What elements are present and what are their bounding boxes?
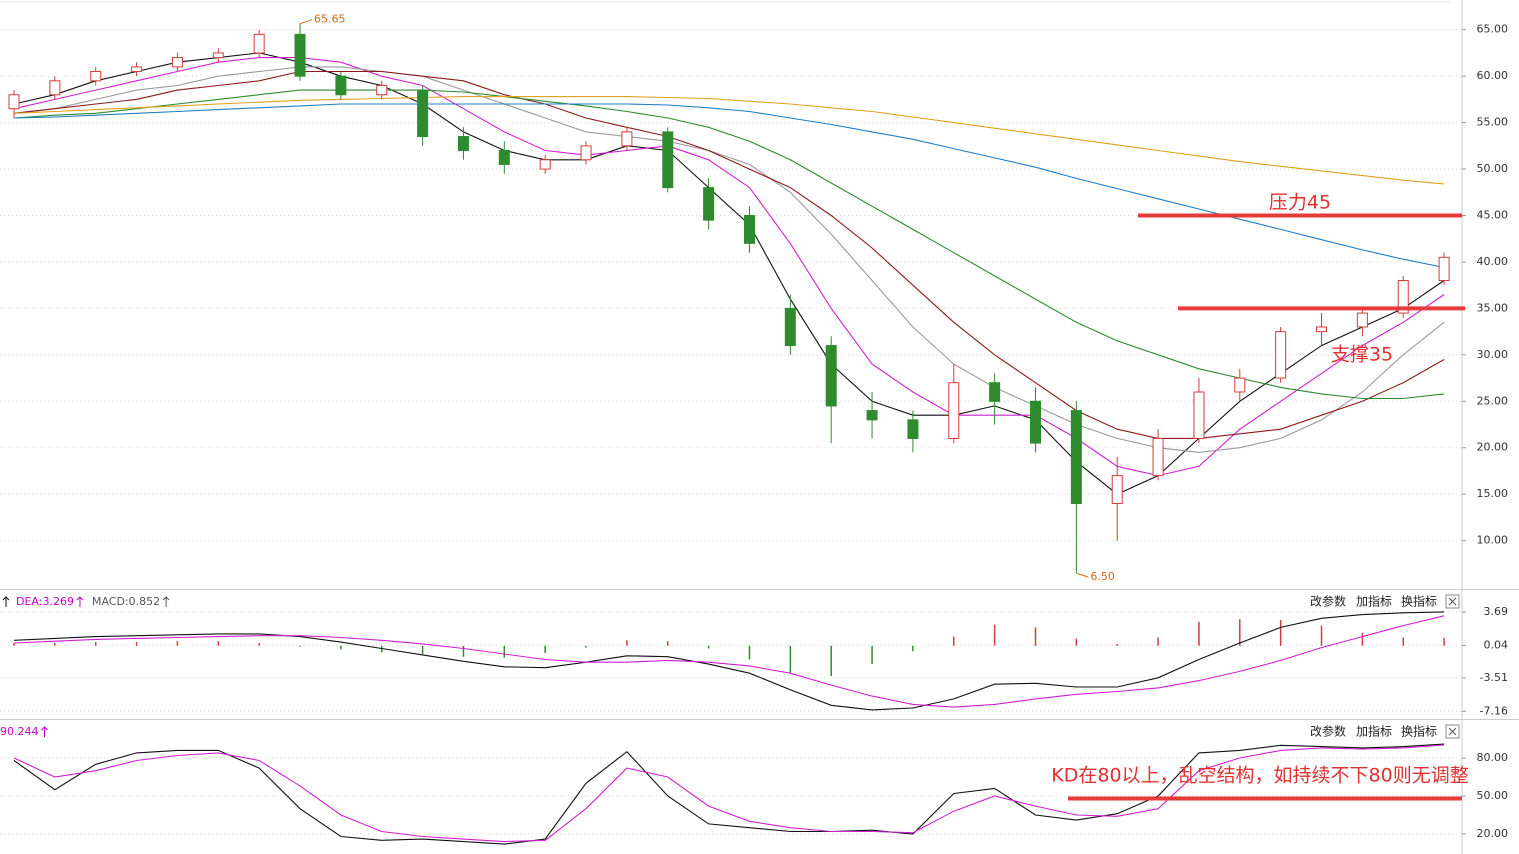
annotation-text: 支撑35 [1331, 344, 1393, 366]
indicator-button[interactable]: 换指标 [1401, 594, 1437, 609]
candle-body [498, 149, 510, 165]
y-tick-label: 50.00 [1477, 162, 1509, 175]
candle-body [1152, 437, 1164, 477]
candle-body [49, 80, 61, 96]
arrow-icon [76, 596, 84, 607]
candle-body [253, 33, 265, 54]
y-tick-label: 35.00 [1477, 301, 1509, 314]
candle-body [335, 75, 347, 96]
y-tick-label: 30.00 [1477, 348, 1509, 361]
candle-body [703, 187, 715, 221]
candle-body [376, 84, 388, 96]
y-tick-label: 50.00 [1477, 789, 1509, 802]
candle-body [948, 382, 960, 439]
candle-body [8, 94, 20, 110]
annotation-text: 压力45 [1269, 192, 1331, 214]
candle-body [1111, 475, 1123, 504]
indicator-line [13, 70, 1445, 439]
candle-body [1438, 256, 1450, 282]
candle-body [989, 382, 1001, 402]
y-tick-label: -3.51 [1480, 671, 1508, 684]
arrow-icon [2, 596, 10, 607]
indicator-line [13, 743, 1445, 845]
candle-body [1356, 312, 1368, 328]
y-tick-label: 60.00 [1477, 69, 1509, 82]
candle-body [743, 215, 755, 244]
y-tick-label: 45.00 [1477, 209, 1509, 222]
candle-body [417, 89, 429, 138]
y-tick-label: 15.00 [1477, 487, 1509, 500]
indicator-button[interactable]: 加指标 [1356, 594, 1392, 609]
y-tick-label: 40.00 [1477, 255, 1509, 268]
indicator-line [13, 89, 1445, 400]
y-tick-label: -7.16 [1480, 704, 1508, 717]
candle-body [294, 33, 306, 77]
indicator-line [13, 611, 1445, 711]
extreme-pointer [1076, 572, 1089, 578]
y-tick-label: 80.00 [1477, 751, 1509, 764]
indicator-button[interactable]: 加指标 [1356, 724, 1392, 739]
extreme-label: 6.50 [1090, 570, 1115, 583]
indicator-value: DEA:3.269 [16, 595, 74, 608]
close-icon [1448, 597, 1457, 606]
extreme-pointer [299, 19, 313, 25]
candle-body [825, 345, 837, 407]
candle-body [539, 159, 551, 170]
indicator-value: 90.244 [0, 725, 39, 738]
close-icon [1448, 727, 1457, 736]
candle-body [131, 66, 143, 73]
indicator-line [13, 66, 1445, 453]
candle-body [1316, 326, 1328, 333]
candle-body [784, 307, 796, 347]
y-tick-label: 20.00 [1477, 441, 1509, 454]
indicator-line [13, 52, 1445, 495]
y-tick-label: 25.00 [1477, 394, 1509, 407]
indicator-button[interactable]: 换指标 [1401, 724, 1437, 739]
indicator-line [13, 96, 1445, 185]
indicator-button[interactable]: 改参数 [1310, 594, 1346, 609]
indicator-line [13, 103, 1445, 269]
candle-body [580, 145, 592, 161]
candle-body [907, 419, 919, 439]
y-tick-label: 3.69 [1484, 605, 1509, 618]
indicator-button[interactable]: 改参数 [1310, 724, 1346, 739]
candle-body [171, 57, 183, 68]
candle-body [1193, 391, 1205, 439]
y-tick-label: 20.00 [1477, 827, 1509, 840]
y-tick-label: 65.00 [1477, 23, 1509, 36]
extreme-label: 65.65 [314, 13, 346, 26]
candle-body [662, 131, 674, 189]
candle-body [1397, 280, 1409, 314]
candle-body [1030, 400, 1041, 444]
arrow-icon [162, 596, 170, 607]
candle-body [866, 410, 878, 421]
indicator-line [13, 57, 1445, 477]
y-tick-label: 55.00 [1477, 116, 1509, 129]
candle-body [1234, 377, 1246, 393]
y-tick-label: 0.04 [1484, 638, 1509, 651]
candle-body [1070, 410, 1082, 504]
candle-body [621, 131, 633, 147]
candle-body [212, 52, 224, 59]
candle-body [1275, 331, 1287, 379]
candle-body [90, 71, 102, 82]
indicator-line [13, 615, 1445, 708]
indicator-value: MACD:0.852 [92, 595, 160, 608]
arrow-icon [41, 726, 48, 737]
candle-body [457, 136, 469, 151]
indicator-line [13, 744, 1445, 843]
y-tick-label: 10.00 [1477, 534, 1509, 547]
annotation-text: KD在80以上，乱空结构，如持续不下80则无调整 [1051, 765, 1468, 787]
